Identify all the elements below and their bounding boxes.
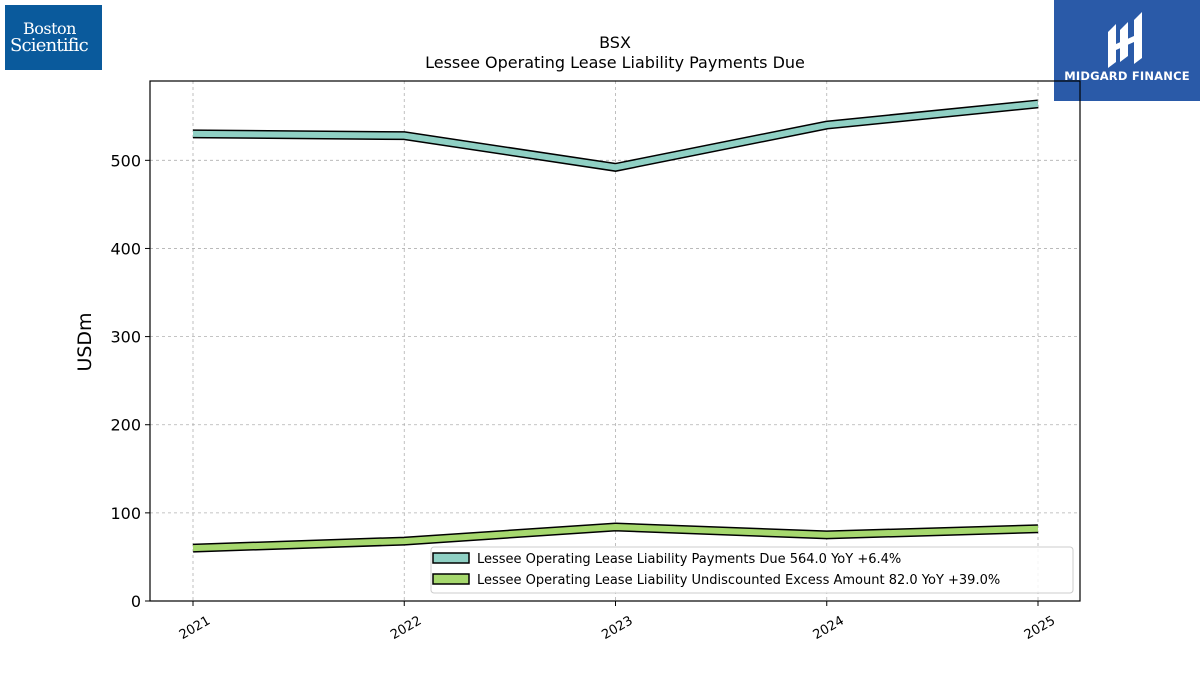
x-tick-label: 2021 (177, 613, 213, 643)
y-tick-label: 500 (110, 151, 141, 170)
legend: Lessee Operating Lease Liability Payment… (430, 546, 1074, 594)
y-tick-label: 0 (131, 592, 141, 611)
x-tick-label: 2022 (388, 613, 424, 643)
chart-subtitle: Lessee Operating Lease Liability Payment… (425, 53, 805, 72)
legend-swatch (432, 552, 470, 564)
y-axis-label: USDm (74, 312, 96, 371)
legend-box (430, 546, 1074, 594)
series-lines (192, 99, 1039, 553)
y-tick-label: 300 (110, 328, 141, 347)
boston-scientific-logo: Boston Scientific (5, 5, 102, 70)
series-line (192, 523, 1039, 552)
midgard-finance-logo: MIDGARD FINANCE (1054, 0, 1200, 101)
legend-label: Lessee Operating Lease Liability Payment… (477, 552, 901, 567)
legend-label: Lessee Operating Lease Liability Undisco… (477, 573, 1000, 588)
legend-swatch (432, 573, 470, 585)
y-tick-label: 400 (110, 239, 141, 258)
x-tick-label: 2023 (599, 613, 635, 643)
x-tick-label: 2024 (811, 613, 847, 643)
logo-left-line1: Boston (23, 19, 76, 38)
y-tick-label: 200 (110, 416, 141, 435)
series-line (192, 100, 1039, 171)
y-tick-label: 100 (110, 504, 141, 523)
logo-left-line2: Scientific (10, 35, 89, 56)
chart-title: BSX (599, 33, 631, 52)
midgard-emblem-icon (1108, 12, 1142, 68)
logo-right-text: MIDGARD FINANCE (1064, 69, 1190, 83)
x-tick-label: 2025 (1022, 613, 1058, 643)
